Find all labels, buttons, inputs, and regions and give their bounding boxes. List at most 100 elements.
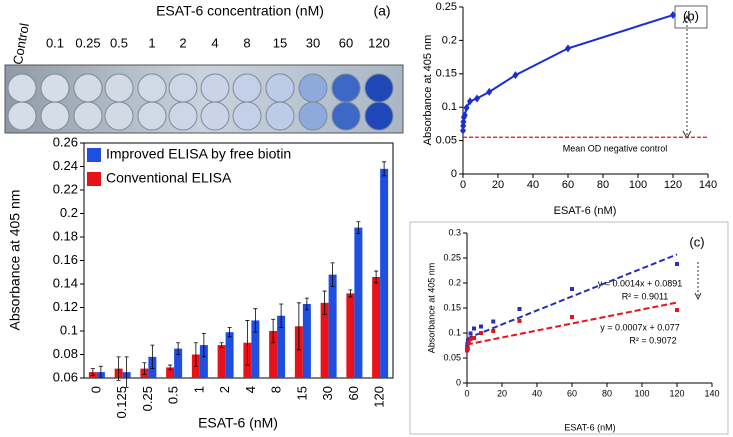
bar bbox=[277, 315, 286, 378]
point bbox=[472, 336, 476, 340]
point bbox=[467, 97, 473, 106]
legend-swatch bbox=[87, 148, 101, 162]
point bbox=[565, 44, 571, 53]
error-bar bbox=[271, 318, 276, 344]
well bbox=[200, 73, 230, 103]
well bbox=[168, 73, 198, 103]
well bbox=[73, 73, 103, 103]
x-tick-label: 60 bbox=[562, 179, 574, 191]
x-tick-label: 0 bbox=[460, 179, 466, 191]
x-tick-label: 20 bbox=[492, 179, 504, 191]
well bbox=[73, 101, 103, 131]
column-label: 120 bbox=[368, 35, 390, 50]
point bbox=[486, 87, 493, 96]
x-tick-label: 8 bbox=[269, 386, 284, 393]
error-bar bbox=[193, 342, 198, 367]
error-bar bbox=[142, 362, 147, 375]
y-tick-label: 0.1 bbox=[60, 322, 78, 337]
x-tick-label: 140 bbox=[699, 179, 717, 191]
r-squared: R² = 0.9072 bbox=[629, 335, 676, 345]
panel-label: (c) bbox=[689, 234, 704, 249]
x-tick-label: 60 bbox=[567, 388, 577, 398]
point bbox=[670, 11, 676, 20]
bar bbox=[225, 332, 234, 378]
error-bar bbox=[227, 327, 232, 338]
bar bbox=[302, 303, 311, 378]
error-bar bbox=[322, 290, 327, 315]
well bbox=[104, 101, 134, 131]
y-tick-label: 0.14 bbox=[53, 275, 78, 290]
legend-swatch bbox=[87, 172, 101, 186]
well bbox=[364, 101, 394, 131]
error-bar bbox=[296, 302, 301, 351]
column-label: 1 bbox=[148, 35, 155, 50]
panel-label: (a) bbox=[373, 3, 390, 19]
y-tick-label: 0 bbox=[456, 377, 461, 387]
x-tick-label: 2 bbox=[217, 386, 232, 393]
y-tick-label: 0.25 bbox=[443, 252, 461, 262]
point bbox=[468, 337, 473, 341]
error-bar bbox=[245, 320, 250, 366]
y-tick-label: 0.05 bbox=[443, 352, 461, 362]
error-bar bbox=[348, 289, 353, 298]
point bbox=[570, 315, 574, 319]
error-bar bbox=[168, 364, 173, 371]
column-label: 0.1 bbox=[46, 35, 64, 50]
x-tick-label: 80 bbox=[597, 179, 609, 191]
bar bbox=[294, 326, 303, 378]
x-tick-label: 4 bbox=[243, 386, 258, 393]
point bbox=[461, 111, 468, 120]
point bbox=[675, 308, 679, 312]
y-tick-label: 0.05 bbox=[436, 135, 457, 147]
r-squared: R² = 0.9011 bbox=[622, 291, 669, 301]
y-tick-label: 0.26 bbox=[53, 134, 78, 149]
point bbox=[460, 117, 467, 126]
bar bbox=[174, 348, 183, 378]
y-tick-label: 0.2 bbox=[442, 34, 457, 46]
x-tick-label: 120 bbox=[669, 388, 684, 398]
point bbox=[465, 346, 470, 351]
y-tick-label: 0.18 bbox=[53, 228, 78, 243]
error-bar bbox=[98, 365, 103, 379]
x-tick-label: 80 bbox=[602, 388, 612, 398]
bar bbox=[269, 331, 278, 378]
column-label: 60 bbox=[339, 35, 353, 50]
x-tick-label: 100 bbox=[629, 179, 647, 191]
arrow-head bbox=[682, 14, 692, 24]
y-tick-label: 0.22 bbox=[53, 181, 78, 196]
well bbox=[298, 101, 328, 131]
y-tick-label: 0.15 bbox=[443, 302, 461, 312]
point bbox=[466, 341, 471, 345]
column-label: 15 bbox=[273, 35, 287, 50]
error-bar bbox=[279, 303, 284, 328]
panel-frame bbox=[409, 221, 729, 435]
point bbox=[479, 324, 483, 329]
column-label: 2 bbox=[179, 35, 186, 50]
well bbox=[232, 73, 262, 103]
error-bar bbox=[356, 221, 361, 234]
x-tick-label: 140 bbox=[704, 388, 719, 398]
y-axis-label: Absorbance at 405 nm bbox=[422, 35, 434, 146]
error-bar bbox=[116, 356, 121, 381]
point bbox=[512, 71, 519, 80]
arrow-head bbox=[694, 292, 702, 301]
error-bar bbox=[201, 332, 206, 358]
y-axis-label: Absorbance at 405 nm bbox=[7, 190, 23, 331]
y-tick-label: 0 bbox=[451, 168, 457, 180]
well bbox=[40, 101, 70, 131]
x-axis-label: ESAT-6 (nM) bbox=[554, 205, 617, 217]
error-bar bbox=[382, 161, 387, 177]
x-axis-label: ESAT-6 (nM) bbox=[564, 422, 615, 432]
error-bar bbox=[374, 270, 379, 284]
column-label: 30 bbox=[306, 35, 320, 50]
y-tick-label: 0.15 bbox=[436, 68, 457, 80]
error-bar bbox=[330, 262, 335, 287]
well bbox=[331, 101, 361, 131]
well bbox=[168, 101, 198, 131]
error-bar bbox=[150, 344, 155, 369]
point bbox=[463, 103, 470, 112]
y-tick-label: 0.24 bbox=[53, 158, 78, 173]
y-tick-label: 0.16 bbox=[53, 252, 78, 267]
point bbox=[491, 329, 496, 333]
x-tick-label: 100 bbox=[634, 388, 649, 398]
